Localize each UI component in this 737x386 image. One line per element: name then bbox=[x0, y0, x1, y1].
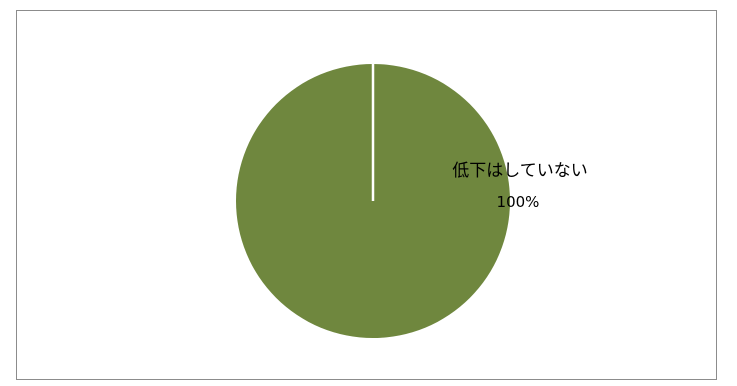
pie-slices bbox=[236, 64, 510, 338]
slice-percent-label: 100% bbox=[497, 193, 540, 211]
data-labels: 低下はしていない 100% bbox=[452, 161, 588, 211]
slice-category-label: 低下はしていない bbox=[452, 161, 588, 181]
